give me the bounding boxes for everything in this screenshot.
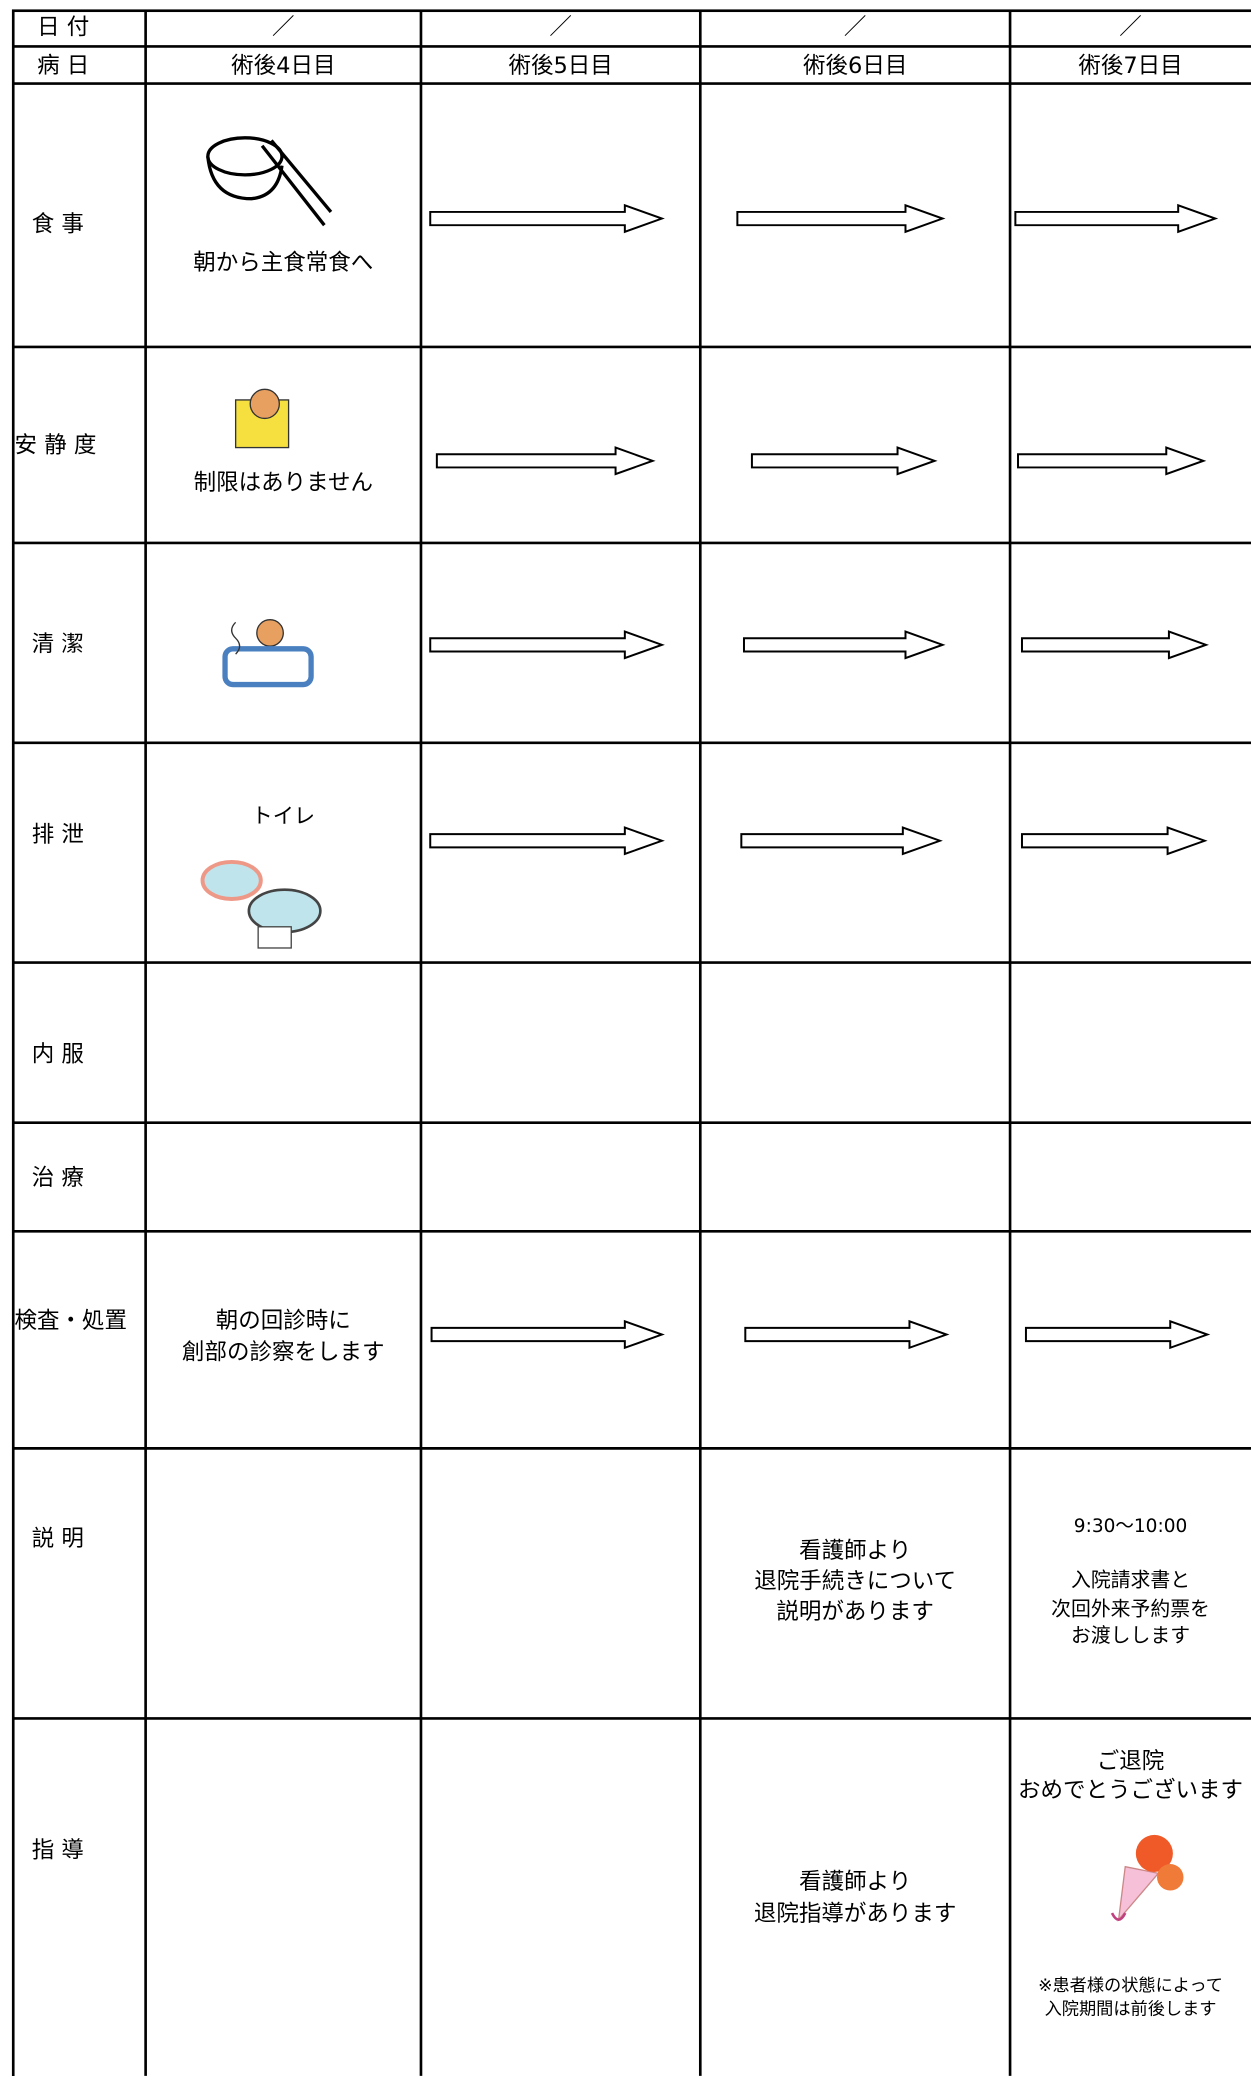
- day-cell: 術後6日目: [803, 53, 907, 79]
- date-cell: ／: [844, 14, 867, 40]
- cell-text: 制限はありません: [194, 470, 373, 496]
- arrow: [429, 826, 665, 856]
- cell-text: ご退院: [1097, 1749, 1165, 1775]
- date-label: 日 付: [37, 14, 89, 40]
- cell-text: 朝から主食常食へ: [193, 250, 373, 276]
- cell-text: 入院期間は前後します: [1045, 2000, 1217, 2020]
- arrow: [750, 446, 938, 476]
- arrow: [1020, 826, 1208, 856]
- rice-icon: [206, 136, 333, 227]
- arrow: [742, 630, 946, 660]
- day-cell: 術後7日目: [1078, 53, 1182, 79]
- arrow: [736, 203, 946, 234]
- day-cell: 術後4日目: [231, 53, 335, 79]
- day-cell: 術後5日目: [508, 53, 612, 79]
- date-cell: ／: [272, 14, 295, 40]
- cell-text: 看護師より: [799, 1538, 911, 1564]
- cell-text: 退院手続きについて: [754, 1569, 956, 1595]
- cell-text: 次回外来予約票を: [1051, 1597, 1210, 1620]
- arrow: [1024, 1319, 1211, 1350]
- toilet-icon: [200, 859, 322, 949]
- bouquet-icon: [1110, 1834, 1184, 1922]
- row-label: 指 導: [32, 1837, 84, 1863]
- row-label: 清 潔: [32, 631, 84, 657]
- row-label: 説 明: [32, 1526, 84, 1552]
- row-label: 食 事: [32, 212, 84, 238]
- cell-text: お渡しします: [1071, 1624, 1190, 1647]
- cell-text: ※患者様の状態によって: [1038, 1976, 1223, 1996]
- date-cell: ／: [1119, 14, 1142, 40]
- date-cell: ／: [549, 14, 572, 40]
- row-label: 排 泄: [32, 822, 84, 848]
- stretch-icon: [234, 388, 290, 449]
- day-label: 病 日: [37, 53, 89, 79]
- cell-text: 入院請求書と: [1071, 1568, 1190, 1591]
- grid: [11, 9, 1251, 2080]
- row-label: 安 静 度: [15, 433, 97, 459]
- row-label: 治 療: [32, 1165, 84, 1191]
- arrow: [1020, 630, 1209, 660]
- row-label: 内 服: [32, 1042, 84, 1068]
- arrow: [435, 446, 656, 476]
- cell-text: 説明があります: [776, 1599, 934, 1625]
- cell-text: 退院指導があります: [754, 1901, 957, 1927]
- cell-text: 創部の診察をします: [182, 1340, 385, 1366]
- arrow: [429, 630, 665, 660]
- arrow: [1017, 446, 1207, 476]
- arrow: [430, 1319, 665, 1350]
- cell-text: 看護師より: [799, 1869, 911, 1895]
- cell-text: 朝の回診時に: [216, 1308, 351, 1334]
- arrow: [740, 826, 943, 856]
- cell-text: トイレ: [252, 803, 316, 828]
- arrow: [1014, 203, 1219, 234]
- row-label: 検査・処置: [15, 1308, 128, 1334]
- arrow: [744, 1319, 950, 1350]
- bath-icon: [222, 619, 314, 688]
- cell-text: おめでとうございます: [1018, 1777, 1243, 1804]
- cell-text: 9:30〜10:00: [1074, 1516, 1187, 1537]
- arrow: [429, 203, 665, 234]
